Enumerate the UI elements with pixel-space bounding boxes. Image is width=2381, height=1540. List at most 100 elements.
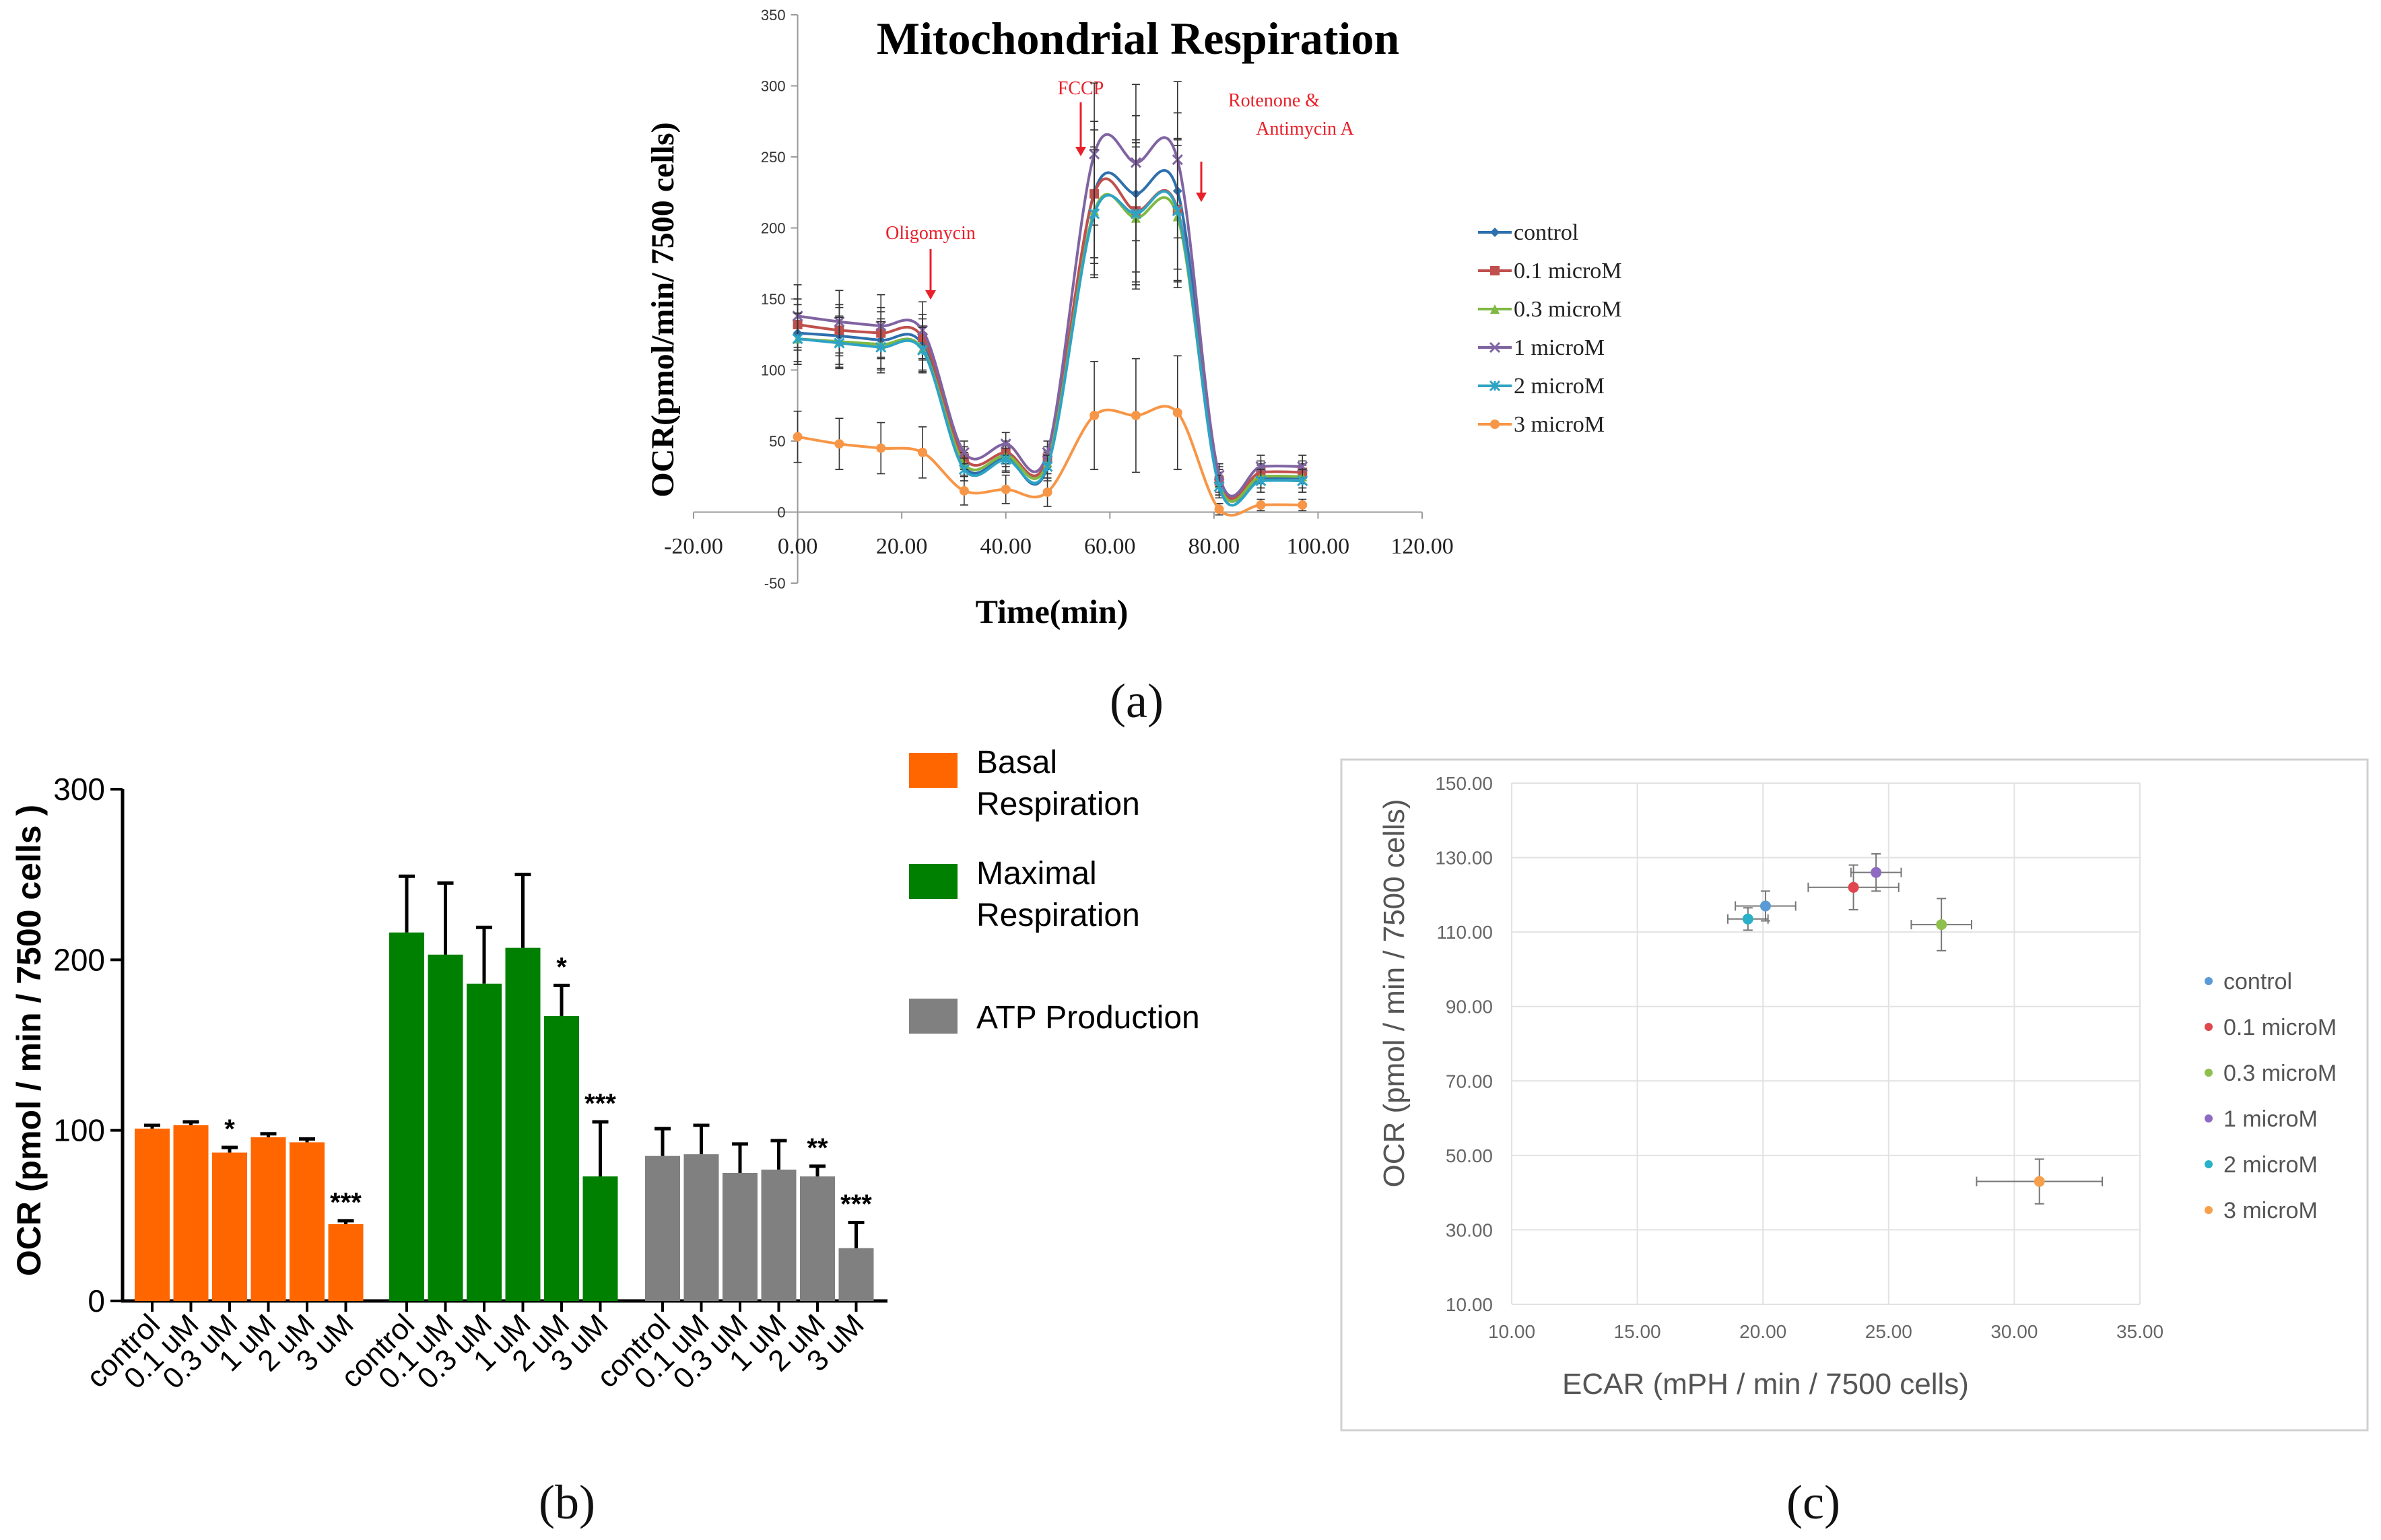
panel-a-line-chart: Mitochondrial Respiration -50 0 50 100 150 20… [645,7,1622,630]
chart-b-legend-entry: Maximal [976,856,1097,892]
chart-a-data-point [1042,487,1052,497]
chart-b-significance-mark: * [556,952,567,982]
chart-a-legend-marker [1490,266,1500,275]
chart-a-legend-entry: control [1514,220,1578,245]
chart-a-x-tick-label: 100.00 [1287,534,1350,559]
chart-b-bar [135,1129,170,1301]
chart-b-legend-entry: Basal [976,745,1057,780]
chart-c-x-tick-label: 30.00 [1990,1321,2038,1342]
chart-a-data-point [1172,407,1182,417]
chart-a-data-point [834,337,845,349]
chart-c-data-point [1759,900,1771,912]
chart-a-data-point [1297,475,1308,487]
chart-b-legend-entry: ATP Production [976,1000,1200,1036]
chart-a-annotation-arrow-head [1075,147,1086,156]
chart-a-data-point [1000,438,1011,450]
chart-a-legend-entry: 2 microM [1514,374,1605,399]
chart-b-bar [645,1156,680,1301]
panel-a-label: (a) [1110,674,1164,728]
chart-b-bar [544,1015,579,1301]
chart-c-y-tick-label: 150.00 [1435,773,1493,794]
chart-a-y-tick-label: 350 [761,7,786,24]
chart-b-bar [173,1125,209,1301]
chart-a-annotation-1: Oligomycin [885,223,976,244]
chart-a-y-tick-label: 0 [777,504,785,521]
chart-c-legend-marker [2205,1206,2213,1214]
chart-a-x-tick-label: 60.00 [1084,534,1136,559]
chart-b-y-tick-label: 300 [53,772,105,807]
chart-a-y-tick-label: 100 [761,362,786,379]
chart-b-y-tick-label: 200 [53,942,105,977]
chart-c-legend-entry: 0.1 microM [2223,1015,2337,1040]
chart-c-data-point [1848,881,1859,893]
chart-b-legend-entry: Respiration [976,898,1140,933]
chart-c-legend-marker [2205,1023,2213,1031]
chart-a-y-tick-label: -50 [764,575,786,592]
chart-c-legend-marker [2205,1069,2213,1077]
chart-a-data-point [916,344,929,356]
chart-b-bar [582,1176,618,1301]
chart-b-legend-entry: Respiration [976,786,1140,822]
chart-c-legend-marker [2205,977,2213,985]
chart-c-legend-entry: 2 microM [2223,1152,2318,1178]
chart-a-title: Mitochondrial Respiration [877,13,1399,64]
chart-b-y-tick-label: 100 [53,1113,105,1148]
chart-a-data-point [1042,461,1053,473]
chart-c-y-axis-label: OCR (pmol / min / 7500 cells) [1378,799,1411,1187]
chart-b-legend-swatch [909,864,958,899]
chart-b-bar [505,947,541,1301]
chart-a-data-point [876,443,886,453]
chart-b-legend-swatch [909,999,958,1034]
chart-a-legend-marker [1490,304,1500,314]
chart-a-y-axis-label: OCR(pmol/min/ 7500 cells) [645,122,681,497]
chart-c-legend-marker [2205,1114,2213,1123]
chart-a-y-tick-label: 50 [769,433,785,450]
chart-a-x-tick-label: -20.00 [664,534,723,559]
chart-a-y-tick-label: 200 [761,220,786,237]
chart-c-y-tick-label: 110.00 [1436,922,1493,943]
chart-c-x-tick-label: 25.00 [1865,1321,1912,1342]
chart-b-bar [428,954,463,1301]
chart-a-data-point [1131,411,1141,421]
chart-a-y-tick-label: 300 [761,78,786,95]
chart-a-data-point [793,432,803,442]
chart-a-x-tick-label: 0.00 [778,534,818,559]
chart-b-legend-swatch [909,753,958,788]
chart-a-data-point [1256,500,1266,510]
chart-a-data-point [1255,475,1267,487]
chart-a-data-point [1213,481,1225,492]
chart-a-data-point [1089,411,1100,421]
chart-a-legend-entry: 1 microM [1514,335,1605,360]
chart-a-annotation-3: Rotenone & [1228,90,1320,111]
chart-b-significance-mark: *** [330,1188,362,1217]
chart-b-bar [290,1142,325,1301]
chart-b-significance-mark: *** [584,1089,616,1118]
panel-b-label: (b) [539,1475,595,1529]
chart-b-bar [212,1152,247,1301]
chart-c-data-point [1936,919,1947,931]
chart-b-significance-mark: *** [840,1189,872,1219]
chart-b-y-axis-label: OCR (pmol / min / 7500 cells ) [10,805,48,1276]
chart-a-annotation-4: Antimycin A [1256,119,1354,139]
chart-a-data-point [1214,504,1224,514]
chart-c-y-tick-label: 10.00 [1446,1294,1493,1315]
chart-a-annotation-arrow-head [925,290,936,300]
chart-a-data-point [1089,208,1100,220]
chart-a-series-3-microm [793,355,1308,517]
chart-b-significance-mark: ** [807,1133,828,1163]
chart-c-legend-entry: 1 microM [2223,1106,2318,1132]
chart-a-annotation-arrow-head [1196,193,1207,202]
chart-a-series-line [797,190,1303,507]
chart-c-x-tick-label: 10.00 [1488,1321,1535,1342]
chart-c-y-tick-label: 50.00 [1446,1145,1493,1166]
chart-a-legend-marker [1490,228,1500,237]
chart-c-legend-entry: 0.3 microM [2223,1061,2337,1086]
chart-a-x-tick-label: 40.00 [980,534,1032,559]
chart-b-bar [800,1176,835,1301]
panel-c-label: (c) [1786,1475,1840,1529]
chart-a-data-point [834,439,844,449]
chart-c-data-point [1871,867,1882,878]
chart-b-bar [838,1248,874,1301]
chart-a-y-tick-label: 150 [761,291,786,308]
